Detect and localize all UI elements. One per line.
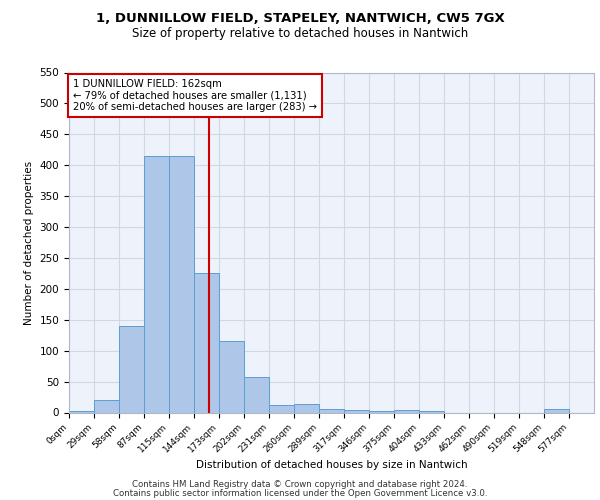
- Bar: [145, 156, 169, 412]
- Bar: [69, 410, 94, 412]
- Bar: [219, 342, 244, 412]
- Bar: [194, 274, 219, 412]
- Bar: [369, 410, 394, 412]
- Text: Contains public sector information licensed under the Open Government Licence v3: Contains public sector information licen…: [113, 489, 487, 498]
- Bar: [269, 405, 294, 412]
- X-axis label: Distribution of detached houses by size in Nantwich: Distribution of detached houses by size …: [196, 460, 467, 470]
- Y-axis label: Number of detached properties: Number of detached properties: [24, 160, 34, 324]
- Bar: [294, 404, 319, 412]
- Text: Contains HM Land Registry data © Crown copyright and database right 2024.: Contains HM Land Registry data © Crown c…: [132, 480, 468, 489]
- Text: 1 DUNNILLOW FIELD: 162sqm
← 79% of detached houses are smaller (1,131)
20% of se: 1 DUNNILLOW FIELD: 162sqm ← 79% of detac…: [73, 78, 317, 112]
- Bar: [344, 410, 369, 412]
- Bar: [169, 156, 194, 412]
- Text: 1, DUNNILLOW FIELD, STAPELEY, NANTWICH, CW5 7GX: 1, DUNNILLOW FIELD, STAPELEY, NANTWICH, …: [95, 12, 505, 26]
- Bar: [119, 326, 145, 412]
- Bar: [544, 410, 569, 412]
- Bar: [244, 378, 269, 412]
- Bar: [419, 410, 444, 412]
- Bar: [394, 410, 419, 412]
- Text: Size of property relative to detached houses in Nantwich: Size of property relative to detached ho…: [132, 28, 468, 40]
- Bar: [319, 410, 344, 412]
- Bar: [94, 400, 119, 412]
